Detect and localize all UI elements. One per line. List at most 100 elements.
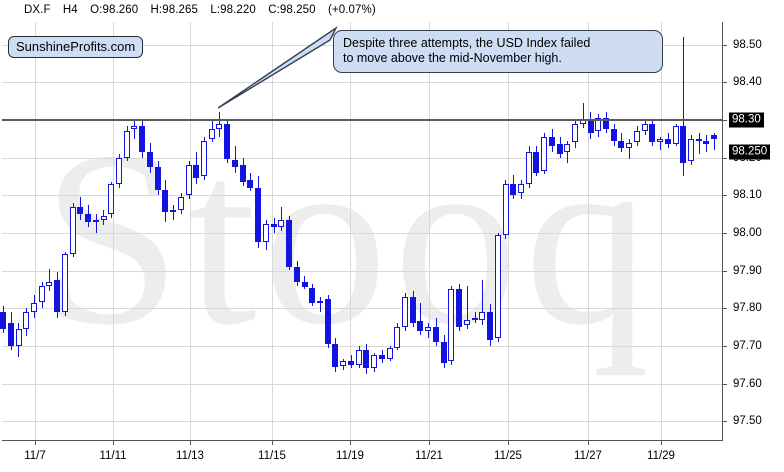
date-axis-label: 11/29 <box>647 450 675 462</box>
date-axis-label: 11/27 <box>574 450 602 462</box>
close-value: C:98.250 <box>268 4 316 16</box>
candle-body-up <box>494 234 501 339</box>
gridline <box>2 270 722 272</box>
price-tick <box>722 119 727 121</box>
candle-body-up <box>448 289 455 361</box>
candle-wick <box>683 37 684 177</box>
price-tick <box>722 195 727 197</box>
date-tick <box>190 440 191 445</box>
candle-wick <box>583 103 584 128</box>
candle-body-up <box>386 347 393 359</box>
candle-body-down <box>456 289 463 328</box>
candle-body-up <box>425 327 432 331</box>
candle-body-up <box>38 285 45 303</box>
price-tick <box>722 345 727 347</box>
candle-wick <box>420 302 421 335</box>
candle-body-down <box>7 323 14 346</box>
candle-body-up <box>525 151 532 184</box>
price-axis-label: 97.80 <box>733 302 762 315</box>
resistance-price-tag: 98.30 <box>729 112 764 128</box>
candle-body-down <box>649 123 656 143</box>
resistance-line <box>2 118 722 121</box>
candle-body-up <box>316 300 323 303</box>
candle-body-up <box>479 312 486 320</box>
candle-wick <box>714 133 715 150</box>
candle-body-down <box>54 280 61 312</box>
gridline <box>272 22 273 440</box>
candle-body-down <box>247 180 254 188</box>
date-tick <box>661 440 662 445</box>
price-tick <box>722 421 727 423</box>
annotation-line-1: Despite three attempts, the USD Index fa… <box>343 36 591 50</box>
gridline <box>508 22 509 440</box>
candle-wick <box>699 133 700 154</box>
candle-wick <box>467 285 468 329</box>
price-axis-label: 98.00 <box>733 226 762 239</box>
change-percent: (+0.07%) <box>327 4 376 16</box>
annotation-line-2: to move above the mid-November high. <box>343 51 562 65</box>
candle-body-up <box>688 138 694 162</box>
price-tick <box>722 44 727 46</box>
price-axis-label: 97.70 <box>733 339 762 352</box>
gridline <box>588 22 589 440</box>
candle-body-down <box>711 135 718 139</box>
price-axis-label: 97.60 <box>733 377 762 390</box>
candle-body-down <box>471 317 478 320</box>
date-axis-label: 11/15 <box>258 450 286 462</box>
candle-body-down <box>610 129 617 141</box>
gridline <box>2 232 722 234</box>
candle-body-down <box>0 312 6 329</box>
candle-body-down <box>409 296 416 324</box>
candle-wick <box>49 268 50 292</box>
gridline <box>350 22 351 440</box>
date-tick <box>272 440 273 445</box>
candle-body-down <box>487 312 493 341</box>
candle-body-down <box>286 219 292 267</box>
candle-body-down <box>332 344 339 367</box>
candle-body-up <box>278 219 285 228</box>
candle-body-down <box>548 136 555 147</box>
candle-body-down <box>510 183 517 196</box>
candle-body-down <box>146 151 153 167</box>
date-axis-label: 11/19 <box>336 450 364 462</box>
date-axis-label: 11/21 <box>415 450 443 462</box>
candle-body-up <box>30 302 37 312</box>
candle-body-up <box>61 253 68 312</box>
candle-body-down <box>239 165 246 182</box>
candle-body-up <box>564 144 571 152</box>
gridline <box>661 22 662 440</box>
candlestick-series <box>0 22 722 440</box>
date-tick <box>429 440 430 445</box>
candle-body-down <box>556 144 563 154</box>
candle-body-down <box>139 125 146 152</box>
candle-wick <box>660 136 661 151</box>
candle-body-down <box>224 123 231 160</box>
candle-wick <box>320 296 321 312</box>
candle-body-up <box>123 131 130 158</box>
candle-body-down <box>270 223 277 228</box>
candle-body-up <box>46 281 53 286</box>
gridline <box>2 195 722 197</box>
gridline <box>2 157 722 159</box>
price-tick <box>722 82 727 84</box>
candle-body-up <box>626 142 633 149</box>
candle-body-up <box>92 219 99 222</box>
low-value: L:98.220 <box>210 4 256 16</box>
candle-body-down <box>154 167 161 190</box>
candle-body-down <box>309 287 316 303</box>
price-tick <box>722 308 727 310</box>
candle-body-up <box>394 327 401 348</box>
candle-body-up <box>216 123 223 130</box>
candle-body-down <box>440 342 447 363</box>
candle-body-up <box>657 138 664 143</box>
price-axis-label: 98.40 <box>733 76 762 89</box>
price-axis-label: 97.50 <box>733 415 762 428</box>
date-axis-label: 11/7 <box>24 450 46 462</box>
candle-body-down <box>77 206 84 214</box>
date-axis-label: 11/11 <box>99 450 127 462</box>
annotation-callout: Despite three attempts, the USD Index fa… <box>333 30 663 73</box>
candle-body-up <box>633 131 640 143</box>
gridline <box>2 383 722 385</box>
candle-body-up <box>517 183 524 194</box>
